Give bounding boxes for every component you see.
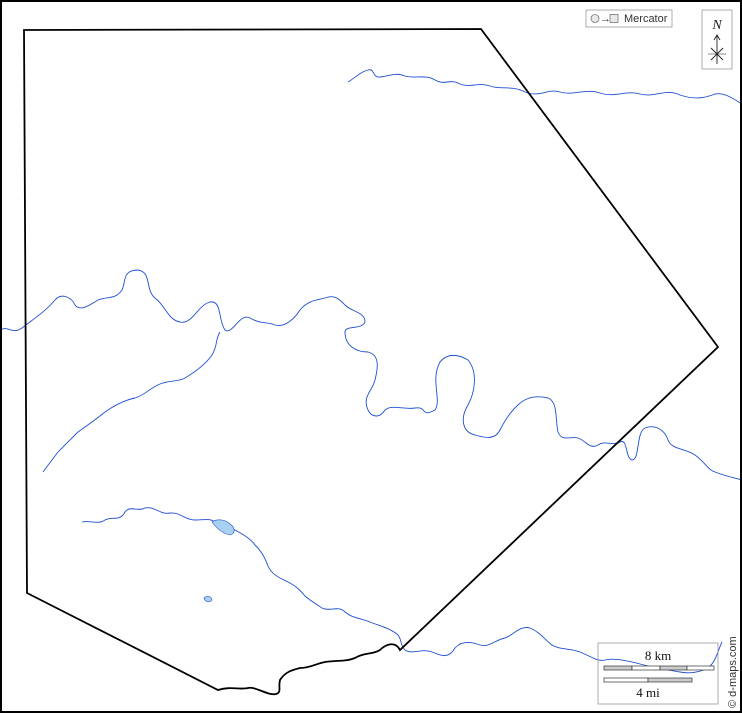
river-central [0,269,742,481]
svg-text:→: → [600,13,611,25]
scale-bar: 8 km 4 mi [597,642,719,705]
projection-label: Mercator [624,13,668,25]
compass: N [701,9,733,70]
north-label: N [711,18,722,33]
lake-large [211,519,235,536]
lake-small [203,595,213,603]
scale-km-label: 8 km [645,648,671,663]
globe-icon [590,14,600,23]
scale-mi-label: 4 mi [636,685,660,700]
credit-text: © d-maps.com [727,636,739,708]
river-south [81,507,723,674]
projection-legend: → Mercator [585,9,673,28]
river-north [347,69,742,105]
rivers [0,69,742,674]
region-boundary [23,28,720,696]
square-icon [609,14,619,23]
north-arrow-icon [708,34,726,64]
river-tributary-west [42,331,221,473]
